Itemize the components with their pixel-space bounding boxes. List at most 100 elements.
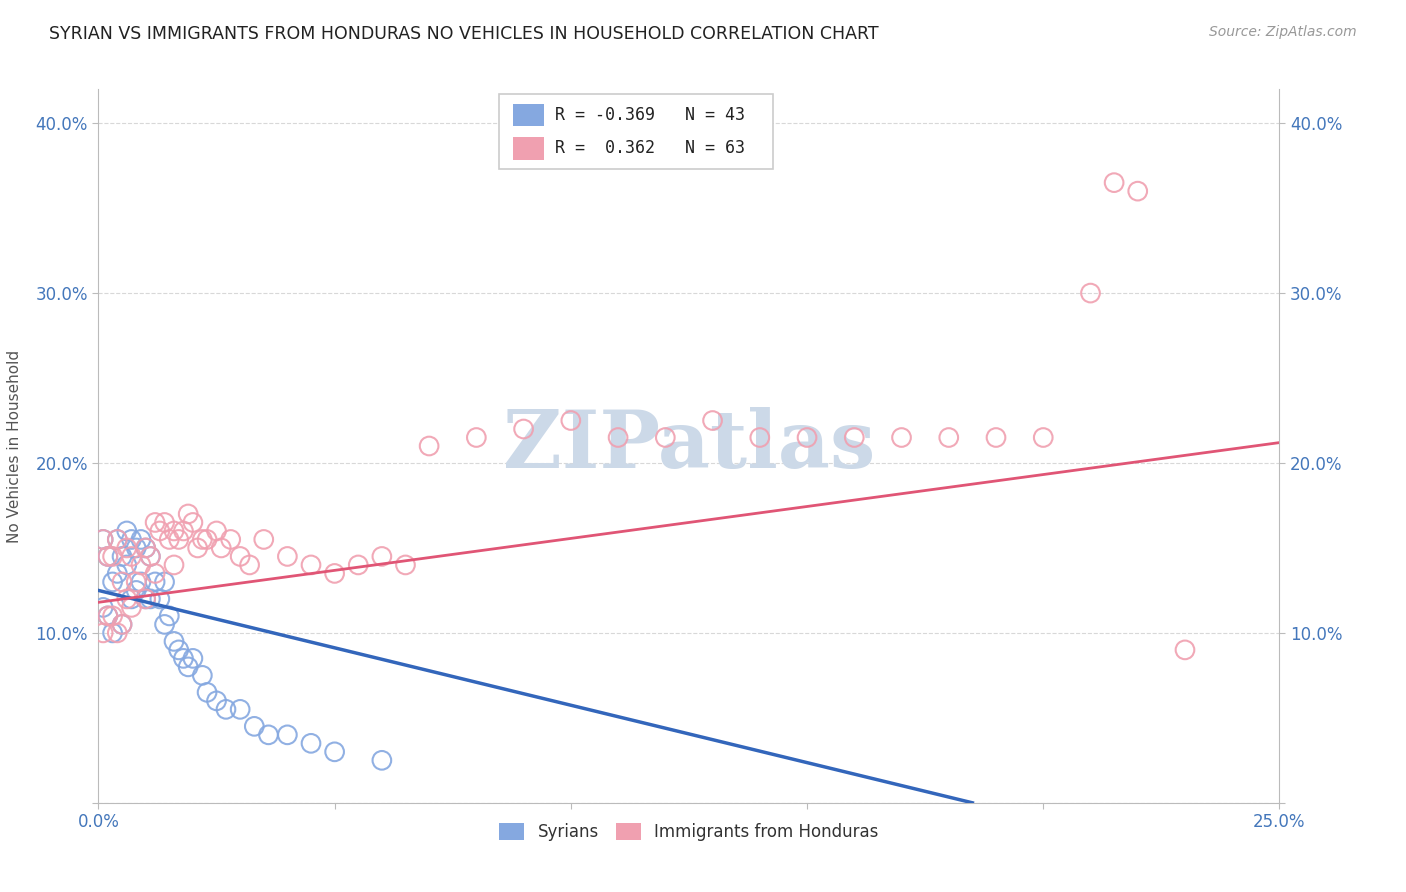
Point bbox=[121, 600, 143, 615]
Point bbox=[418, 439, 440, 453]
Text: ZIPatlas: ZIPatlas bbox=[503, 407, 875, 485]
Point bbox=[129, 533, 152, 547]
Text: R =  0.362   N = 63: R = 0.362 N = 63 bbox=[555, 139, 745, 157]
Legend: Syrians, Immigrants from Honduras: Syrians, Immigrants from Honduras bbox=[492, 816, 886, 848]
Point bbox=[191, 533, 214, 547]
Point bbox=[195, 685, 218, 699]
Point bbox=[97, 549, 120, 564]
Point bbox=[111, 617, 134, 632]
Point bbox=[125, 541, 148, 555]
Point bbox=[157, 608, 180, 623]
Point bbox=[1032, 430, 1054, 444]
Point bbox=[177, 660, 200, 674]
Point bbox=[276, 728, 298, 742]
Point bbox=[243, 719, 266, 733]
Point bbox=[105, 626, 128, 640]
Point bbox=[149, 591, 172, 606]
Text: SYRIAN VS IMMIGRANTS FROM HONDURAS NO VEHICLES IN HOUSEHOLD CORRELATION CHART: SYRIAN VS IMMIGRANTS FROM HONDURAS NO VE… bbox=[49, 25, 879, 43]
Point bbox=[167, 643, 190, 657]
Point bbox=[195, 533, 218, 547]
Point bbox=[299, 558, 322, 572]
Point bbox=[139, 549, 162, 564]
Point bbox=[91, 626, 114, 640]
Point bbox=[163, 524, 186, 538]
Point bbox=[1080, 286, 1102, 301]
Point bbox=[111, 617, 134, 632]
Point bbox=[139, 591, 162, 606]
Point bbox=[163, 634, 186, 648]
Point bbox=[890, 430, 912, 444]
Point bbox=[143, 566, 166, 581]
Text: R = -0.369   N = 43: R = -0.369 N = 43 bbox=[555, 106, 745, 124]
Point bbox=[844, 430, 866, 444]
Point bbox=[135, 541, 157, 555]
Point bbox=[111, 574, 134, 589]
Point bbox=[702, 413, 724, 427]
Point bbox=[129, 558, 152, 572]
Point bbox=[121, 533, 143, 547]
Point bbox=[205, 694, 228, 708]
Y-axis label: No Vehicles in Household: No Vehicles in Household bbox=[7, 350, 21, 542]
Point bbox=[560, 413, 582, 427]
Point bbox=[654, 430, 676, 444]
Point bbox=[157, 533, 180, 547]
Point bbox=[91, 600, 114, 615]
Point bbox=[323, 745, 346, 759]
Point bbox=[229, 549, 252, 564]
Point bbox=[125, 583, 148, 598]
Point bbox=[257, 728, 280, 742]
Point bbox=[239, 558, 262, 572]
Point bbox=[91, 533, 114, 547]
Point bbox=[1102, 176, 1125, 190]
Point bbox=[181, 516, 204, 530]
Point bbox=[153, 617, 176, 632]
Point bbox=[172, 651, 194, 665]
Point bbox=[796, 430, 818, 444]
Point bbox=[276, 549, 298, 564]
Point bbox=[984, 430, 1007, 444]
Point bbox=[129, 574, 152, 589]
Point bbox=[229, 702, 252, 716]
Point bbox=[215, 702, 238, 716]
Point bbox=[181, 651, 204, 665]
Point bbox=[101, 608, 124, 623]
Point bbox=[205, 524, 228, 538]
Point bbox=[209, 541, 232, 555]
Point bbox=[111, 549, 134, 564]
Point bbox=[115, 558, 138, 572]
Point bbox=[125, 574, 148, 589]
Point bbox=[105, 566, 128, 581]
Point bbox=[97, 549, 120, 564]
Point bbox=[143, 574, 166, 589]
Point bbox=[347, 558, 370, 572]
Point bbox=[465, 430, 488, 444]
Point bbox=[187, 541, 209, 555]
Point bbox=[253, 533, 276, 547]
Point bbox=[938, 430, 960, 444]
Point bbox=[191, 668, 214, 682]
Point bbox=[115, 541, 138, 555]
Text: Source: ZipAtlas.com: Source: ZipAtlas.com bbox=[1209, 25, 1357, 39]
Point bbox=[115, 524, 138, 538]
Point bbox=[149, 524, 172, 538]
Point bbox=[394, 558, 416, 572]
Point bbox=[1174, 643, 1197, 657]
Point bbox=[135, 591, 157, 606]
Point bbox=[101, 574, 124, 589]
Point bbox=[101, 626, 124, 640]
Point bbox=[512, 422, 534, 436]
Point bbox=[153, 516, 176, 530]
Point bbox=[1126, 184, 1149, 198]
Point bbox=[371, 549, 394, 564]
Point bbox=[135, 591, 157, 606]
Point bbox=[135, 541, 157, 555]
Point bbox=[299, 736, 322, 750]
Point bbox=[163, 558, 186, 572]
Point bbox=[105, 533, 128, 547]
Point bbox=[143, 516, 166, 530]
Point bbox=[167, 533, 190, 547]
Point bbox=[219, 533, 242, 547]
Point bbox=[97, 608, 120, 623]
Point bbox=[139, 549, 162, 564]
Point bbox=[121, 549, 143, 564]
